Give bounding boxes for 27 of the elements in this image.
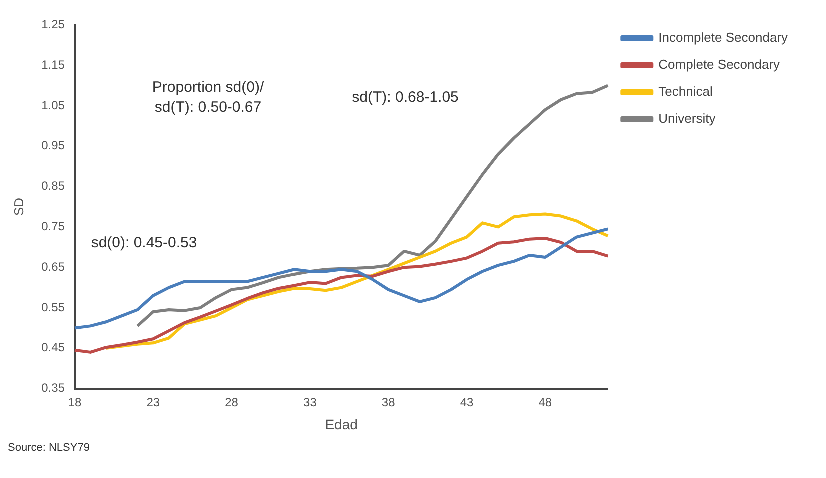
x-tick-label: 33 <box>304 395 318 410</box>
y-tick-label: 1.15 <box>42 58 66 72</box>
y-tick-label: 0.45 <box>42 340 66 355</box>
y-tick-label: 0.65 <box>42 260 66 274</box>
legend-label: University <box>658 111 716 126</box>
y-tick-label: 0.75 <box>42 220 66 234</box>
y-tick-label: 1.25 <box>42 18 66 32</box>
y-axis-title: SD <box>11 198 26 216</box>
x-tick-label: 23 <box>146 395 160 410</box>
y-tick-label: 0.35 <box>42 381 66 396</box>
y-tick-label: 0.55 <box>42 300 66 314</box>
source-note: Source: NLSY79 <box>8 442 91 454</box>
annotation: sd(T): 0.68-1.05 <box>352 89 459 106</box>
x-tick-label: 48 <box>538 395 552 410</box>
x-tick-label: 43 <box>460 395 474 410</box>
x-axis-title: Edad <box>325 416 358 432</box>
legend-label: Technical <box>658 84 713 100</box>
x-tick-label: 18 <box>68 395 82 410</box>
legend-label: Complete Secondary <box>658 57 781 72</box>
y-tick-label: 1.05 <box>42 98 66 112</box>
legend-label: Incomplete Secondary <box>658 30 788 46</box>
x-tick-label: 38 <box>382 395 396 410</box>
y-tick-label: 0.95 <box>42 138 66 153</box>
y-tick-label: 0.85 <box>42 179 66 194</box>
x-tick-label: 28 <box>225 395 239 410</box>
annotation: sd(0): 0.45-0.53 <box>91 234 198 252</box>
annotation: Proportion sd(0)/ sd(T): 0.50-0.67 <box>152 79 265 116</box>
